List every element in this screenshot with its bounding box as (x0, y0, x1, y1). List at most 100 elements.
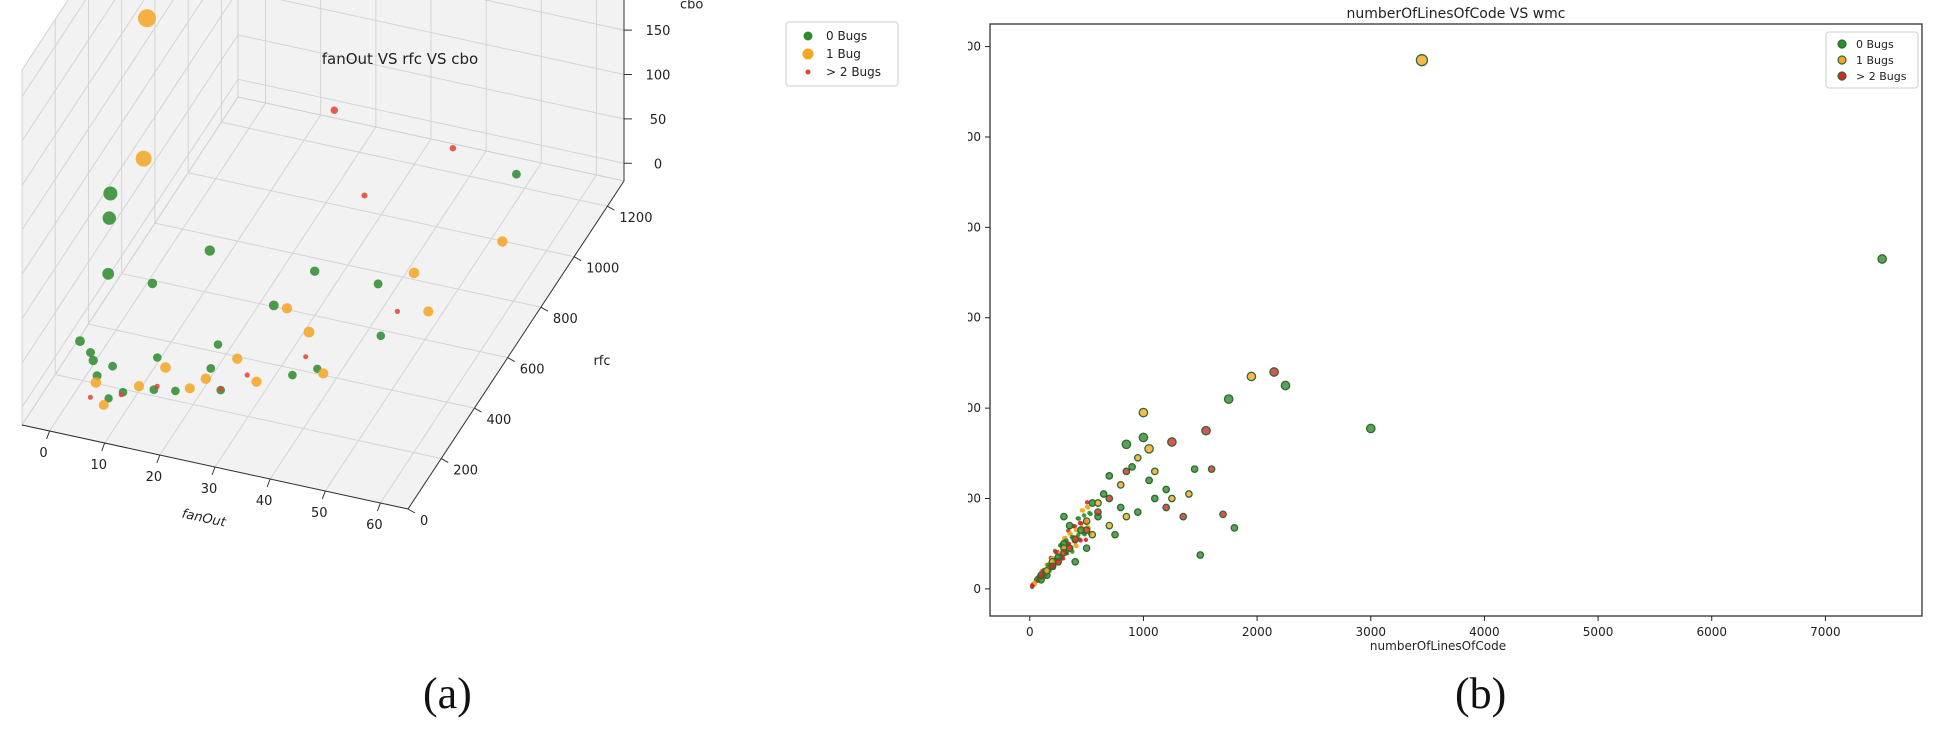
chart-a-point (303, 354, 309, 360)
y-tick-label: 600 (968, 311, 981, 325)
chart-b-point (1133, 508, 1142, 516)
chart-a-point (408, 267, 420, 279)
chart-a-x-axis-label: fanOut (180, 507, 227, 531)
chart-b-point (1269, 367, 1279, 377)
legend-label: 0 Bugs (826, 29, 867, 43)
y-tick (607, 205, 615, 211)
grid-line-y (154, 0, 542, 308)
chart-a-point (98, 400, 109, 410)
chart-b-point (1111, 530, 1119, 539)
chart-b-point (1116, 481, 1125, 489)
chart-b-point (1219, 510, 1227, 519)
chart-b-point (1079, 508, 1084, 513)
chart-a-point (104, 394, 113, 403)
x-tick-label: 3000 (1355, 625, 1386, 639)
chart-a-point (154, 383, 160, 389)
y-tick (507, 357, 515, 363)
chart-a-point (160, 362, 171, 373)
y-tick-label: 1200 (619, 211, 652, 226)
x-tick (321, 490, 326, 500)
chart-b-point (1122, 512, 1131, 521)
y-tick (407, 508, 416, 514)
y-tick-label: 0 (973, 582, 981, 596)
chart-a-point (204, 245, 215, 256)
legend-marker (1837, 71, 1847, 81)
chart-b-point (1415, 54, 1429, 67)
legend-label: 1 Bug (826, 47, 861, 61)
x-tick-label: 5000 (1583, 625, 1614, 639)
chart-a-point (118, 392, 124, 398)
chart-b-ticks: 0 1000 2000 3000 4000 5000 6000 7000 0 200 400 600 8… (968, 40, 1841, 639)
y-tick-label: 1000 (968, 130, 981, 144)
chart-a-point (288, 370, 297, 380)
chart-b-point (1029, 583, 1035, 588)
legend-label: 1 Bugs (1856, 54, 1894, 67)
chart-b-point (1094, 499, 1102, 507)
y-tick (440, 458, 449, 463)
grid-line-y (220, 0, 608, 207)
chart-b-point (1280, 380, 1291, 391)
chart-a-point (102, 267, 115, 280)
chart-a-point (88, 355, 98, 366)
chart-b-point (1053, 550, 1059, 555)
chart-a-point (512, 169, 521, 179)
chart-a-point (373, 279, 383, 289)
chart-a-axes (21, 0, 632, 514)
y-tick-label: 0 (420, 514, 428, 529)
x-tick-label: 0 (39, 446, 47, 461)
chart-a-point (133, 381, 145, 392)
chart-a-point (251, 376, 262, 387)
chart-b-point (1083, 537, 1089, 542)
y-tick (474, 407, 482, 413)
grid-line-x (324, 0, 542, 492)
x-tick-label: 7000 (1810, 625, 1841, 639)
chart-b-point (1162, 485, 1171, 494)
chart-b-point (1060, 512, 1068, 521)
chart-a-point (318, 368, 329, 379)
legend-marker (802, 48, 814, 60)
z-tick-label: 0 (654, 157, 662, 172)
chart-a-point (281, 303, 293, 314)
x-tick (101, 442, 106, 452)
chart-a-point (103, 186, 118, 201)
chart-b-plot-frame (989, 23, 1923, 617)
x-tick-label: 10 (90, 458, 107, 473)
chart-b-point (1138, 432, 1149, 443)
chart-b-point (1168, 494, 1176, 503)
y-axis-line (407, 180, 625, 510)
chart-b-point (1105, 494, 1114, 503)
legend-label: > 2 Bugs (826, 65, 881, 79)
chart-b-point (1084, 500, 1090, 505)
chart-a-point (147, 278, 158, 289)
chart-b-point (1144, 443, 1154, 454)
x-tick-label: 4000 (1469, 625, 1500, 639)
chart-b-point (1060, 548, 1068, 557)
chart-b-point (1105, 472, 1114, 480)
chart-b-legend-box (1825, 31, 1919, 89)
y-tick (540, 306, 549, 312)
grid-line-z (21, 0, 625, 319)
chart-a-point (268, 300, 279, 311)
chart-b-point (1207, 465, 1216, 473)
x-tick-label: 20 (146, 470, 163, 485)
grid-line-x (269, 0, 487, 480)
x-tick (46, 430, 51, 440)
legend-label: 0 Bugs (1856, 38, 1894, 51)
chart-a-point (86, 348, 95, 357)
grid-line-y (187, 0, 575, 258)
y-tick-label: 1200 (968, 40, 981, 54)
chart-b-point (1082, 544, 1091, 553)
z-tick-label: 100 (646, 69, 671, 84)
chart-a-point (135, 150, 152, 167)
chart-a-point (90, 377, 102, 388)
chart-b-point (1877, 254, 1888, 264)
chart-b-point (1073, 543, 1078, 548)
x-tick (211, 466, 216, 476)
chart-a-point (206, 364, 216, 373)
grid-line-z (21, 0, 174, 231)
chart-a-point (423, 306, 434, 317)
x-tick-label: 40 (256, 494, 273, 509)
chart-b-point (1094, 508, 1102, 516)
chart-a-point (138, 9, 156, 28)
